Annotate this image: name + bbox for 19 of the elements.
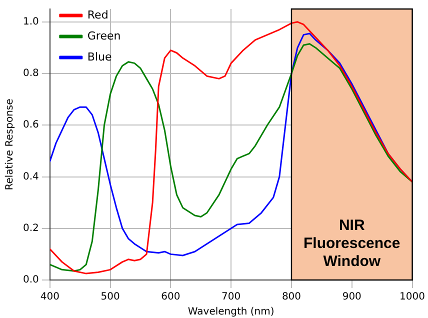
y-tick-label: 0.0 [22, 274, 39, 286]
legend-label: Blue [87, 50, 112, 64]
band-label: NIR Fluorescence Window [304, 217, 400, 270]
x-tick-label: 1000 [400, 292, 425, 303]
y-tick-label: 0.8 [22, 68, 39, 80]
x-tick-label: 400 [40, 292, 60, 303]
x-tick-label: 500 [100, 292, 120, 303]
y-tick-label: 0.4 [22, 171, 39, 182]
y-axis-title: Relative Response [4, 98, 16, 190]
x-tick-label: 700 [222, 292, 241, 303]
x-tick-label: 900 [342, 292, 362, 303]
y-tick-label: 0.2 [22, 222, 39, 234]
x-tick-label: 800 [282, 292, 302, 303]
legend-label: Green [87, 29, 121, 42]
legend-label: Red [87, 8, 108, 22]
x-tick-label: 600 [161, 292, 180, 303]
y-tick-label: 1.0 [22, 16, 39, 28]
x-axis-title: Wavelength (nm) [188, 306, 274, 318]
y-tick-label: 0.6 [22, 120, 39, 131]
